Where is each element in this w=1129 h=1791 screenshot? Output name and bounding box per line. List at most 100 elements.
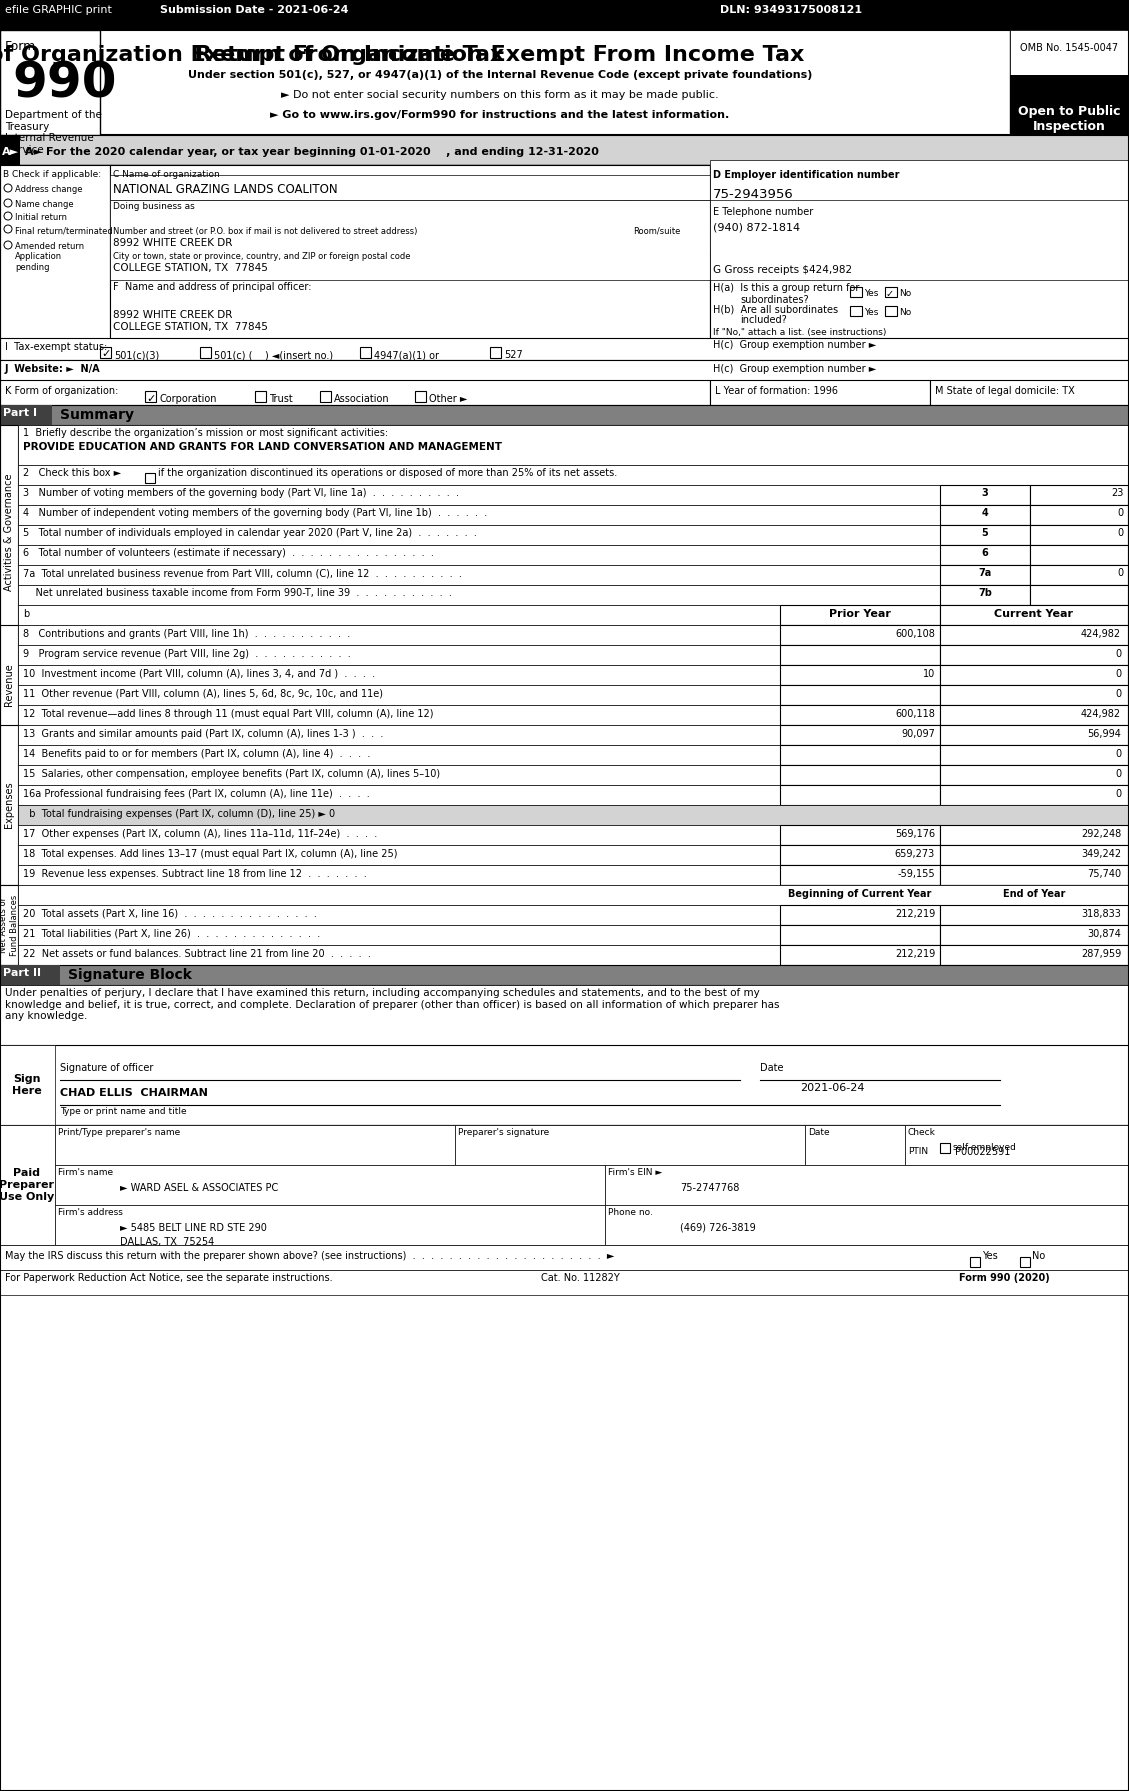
Bar (940, 645, 1128, 664)
Bar (930, 380, 1129, 405)
Text: A► For the 2020 calendar year, or tax year beginning 01-01-2020    , and ending : A► For the 2020 calendar year, or tax ye… (25, 147, 598, 158)
Text: 287,959: 287,959 (1080, 949, 1121, 958)
Bar (18, 725, 1129, 745)
Text: Address change: Address change (15, 184, 82, 193)
Text: Trust: Trust (269, 394, 292, 405)
Text: Under penalties of perjury, I declare that I have examined this return, includin: Under penalties of perjury, I declare th… (5, 989, 779, 1021)
Bar (18, 625, 1129, 645)
Bar (940, 845, 1128, 865)
Text: Corporation: Corporation (159, 394, 217, 405)
Text: DLN: 93493175008121: DLN: 93493175008121 (720, 5, 863, 14)
Bar (110, 270, 710, 276)
Bar (0, 405, 1129, 424)
Text: 90,097: 90,097 (901, 729, 935, 740)
Text: ► WARD ASEL & ASSOCIATES PC: ► WARD ASEL & ASSOCIATES PC (120, 1184, 278, 1193)
Bar (940, 664, 1128, 684)
Bar (710, 159, 1129, 204)
Text: CHAD ELLIS  CHAIRMAN: CHAD ELLIS CHAIRMAN (60, 1087, 208, 1098)
Text: ✓: ✓ (886, 288, 894, 299)
Bar (780, 885, 940, 904)
Text: 292,248: 292,248 (1080, 829, 1121, 838)
Bar (0, 360, 1129, 381)
Bar (940, 725, 1128, 745)
Text: H(c)  Group exemption number ►: H(c) Group exemption number ► (714, 364, 876, 374)
Bar (885, 306, 898, 315)
Text: 5: 5 (981, 528, 988, 537)
Text: 0: 0 (1118, 509, 1124, 518)
Bar (940, 684, 1128, 706)
Text: 3   Number of voting members of the governing body (Part VI, line 1a)  .  .  .  : 3 Number of voting members of the govern… (23, 487, 460, 498)
Text: Activities & Governance: Activities & Governance (5, 473, 14, 591)
Text: COLLEGE STATION, TX  77845: COLLEGE STATION, TX 77845 (113, 322, 268, 331)
Bar (0, 625, 18, 745)
Text: 212,219: 212,219 (895, 949, 935, 958)
Text: 2021-06-24: 2021-06-24 (800, 1084, 865, 1093)
Bar (18, 765, 1129, 784)
Text: No: No (899, 288, 911, 297)
Text: Firm's address: Firm's address (58, 1207, 123, 1218)
Text: 600,118: 600,118 (895, 709, 935, 718)
Text: 600,108: 600,108 (895, 629, 935, 639)
Bar (940, 745, 1128, 765)
Bar (780, 725, 940, 745)
Bar (110, 201, 710, 279)
Text: Name change: Name change (15, 201, 73, 210)
Text: Phone no.: Phone no. (609, 1207, 653, 1218)
Bar (780, 784, 940, 804)
Bar (18, 706, 1129, 725)
Bar (940, 826, 1128, 845)
Bar (1010, 30, 1129, 75)
Text: If "No," attach a list. (see instructions): If "No," attach a list. (see instruction… (714, 328, 886, 337)
Text: Print/Type preparer's name: Print/Type preparer's name (58, 1128, 181, 1137)
Bar (885, 287, 898, 297)
Text: OMB No. 1545-0047: OMB No. 1545-0047 (1019, 43, 1118, 54)
Bar (780, 924, 940, 946)
Bar (0, 985, 1129, 1044)
Circle shape (5, 211, 12, 220)
Bar (940, 765, 1128, 784)
Bar (18, 664, 1129, 684)
Bar (0, 1044, 55, 1125)
Text: 569,176: 569,176 (895, 829, 935, 838)
Bar (1030, 485, 1128, 505)
Bar (1030, 544, 1128, 564)
Bar (780, 826, 940, 845)
Text: End of Year: End of Year (1003, 888, 1065, 899)
Text: I  Tax-exempt status:: I Tax-exempt status: (5, 342, 107, 353)
Text: PROVIDE EDUCATION AND GRANTS FOR LAND CONVERSATION AND MANAGEMENT: PROVIDE EDUCATION AND GRANTS FOR LAND CO… (23, 442, 502, 451)
Text: Yes: Yes (864, 288, 878, 297)
Text: Current Year: Current Year (995, 609, 1074, 620)
Text: Sign
Here: Sign Here (12, 1075, 42, 1096)
Bar (940, 564, 1030, 586)
Bar (18, 564, 1129, 586)
Bar (780, 765, 940, 784)
Text: No: No (899, 308, 911, 317)
Bar (320, 390, 331, 401)
Text: 212,219: 212,219 (895, 910, 935, 919)
Text: 9   Program service revenue (Part VIII, line 2g)  .  .  .  .  .  .  .  .  .  .  : 9 Program service revenue (Part VIII, li… (23, 648, 351, 659)
Bar (490, 347, 501, 358)
Bar (0, 380, 710, 405)
Text: 7b: 7b (978, 587, 992, 598)
Text: 10  Investment income (Part VIII, column (A), lines 3, 4, and 7d )  .  .  .  .: 10 Investment income (Part VIII, column … (23, 670, 375, 679)
Text: subordinates?: subordinates? (739, 296, 808, 304)
Text: H(b)  Are all subordinates: H(b) Are all subordinates (714, 304, 838, 315)
Bar (850, 287, 863, 297)
Bar (18, 745, 1129, 765)
Bar (805, 1125, 905, 1164)
Bar (940, 605, 1128, 625)
Bar (0, 30, 1129, 134)
Bar (0, 405, 52, 424)
Text: Cat. No. 11282Y: Cat. No. 11282Y (541, 1273, 620, 1282)
Bar (0, 1245, 1129, 1270)
Text: Part I: Part I (3, 408, 37, 417)
Bar (18, 684, 1129, 706)
Bar (940, 1143, 949, 1153)
Bar (1030, 525, 1128, 544)
Bar (710, 380, 930, 405)
Text: 3: 3 (981, 487, 988, 498)
Text: 30,874: 30,874 (1087, 930, 1121, 938)
Bar (780, 645, 940, 664)
Bar (780, 625, 940, 645)
Bar (1010, 75, 1129, 134)
